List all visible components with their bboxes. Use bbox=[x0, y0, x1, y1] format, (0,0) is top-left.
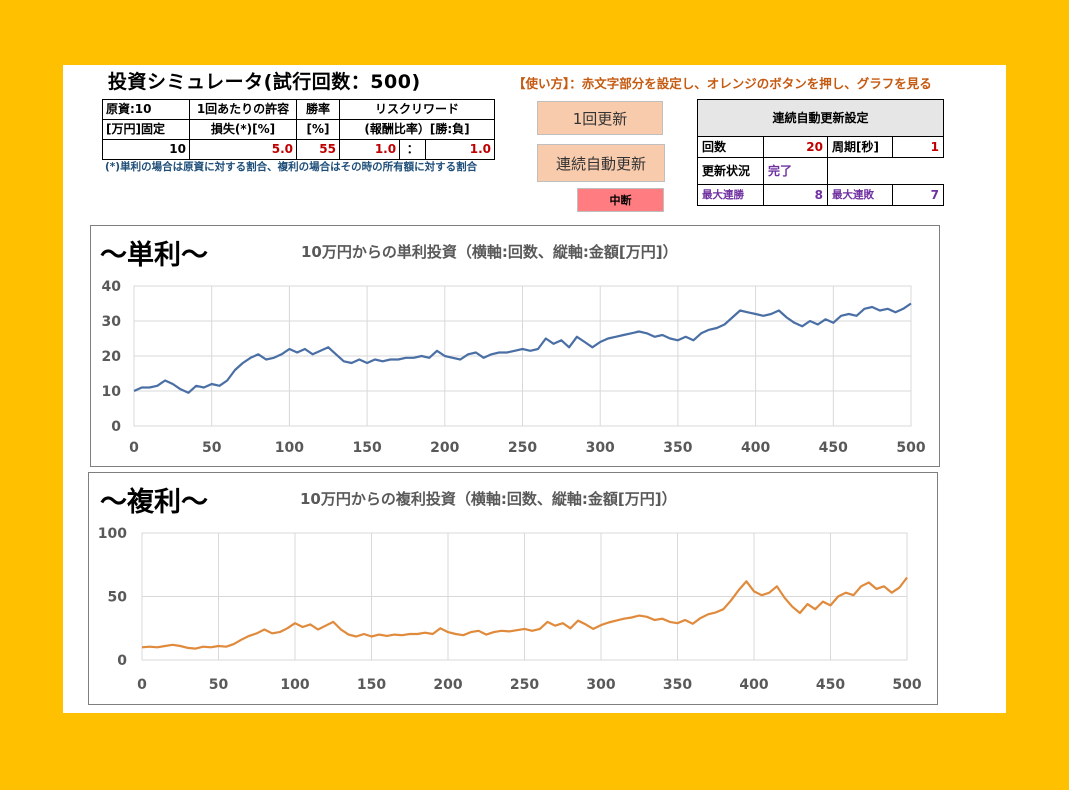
risk-input[interactable]: 1.0 bbox=[425, 139, 495, 160]
simple-interest-heading: ～単利～ bbox=[100, 240, 208, 271]
max-win-streak-label: 最大連勝 bbox=[697, 184, 764, 206]
status-value: 完了 bbox=[763, 157, 828, 185]
simple-y-tick-label: 0 bbox=[111, 419, 121, 435]
compound-x-tick-label: 300 bbox=[586, 677, 615, 693]
compound-x-tick-label: 400 bbox=[739, 677, 768, 693]
loss-input[interactable]: 5.0 bbox=[189, 139, 297, 160]
simple-y-tick-label: 10 bbox=[102, 384, 122, 400]
page-title: 投資シミュレータ(試行回数：500) bbox=[108, 71, 421, 93]
spreadsheet-sheet: 投資シミュレータ(試行回数：500) 【使い方】：赤文字部分を設定し、オレンジの… bbox=[63, 65, 1006, 713]
max-win-streak-value: 8 bbox=[763, 184, 828, 206]
ratio-separator: ： bbox=[399, 139, 427, 160]
period-label: 周期[秒] bbox=[827, 136, 893, 158]
winrate-header: 勝率 bbox=[296, 99, 340, 120]
simple-x-tick-label: 50 bbox=[202, 440, 222, 456]
compound-interest-heading: ～複利～ bbox=[100, 487, 208, 518]
compound-interest-chart-panel[interactable]: ～複利～ 10万円からの複利投資（横軸:回数、縦軸:金額[万円]） 0 50 100… bbox=[88, 472, 938, 705]
simple-x-tick-label: 450 bbox=[819, 440, 848, 456]
simple-x-tick-label: 200 bbox=[430, 440, 459, 456]
auto-update-button[interactable]: 連続自動更新 bbox=[537, 144, 665, 182]
footnote: (*)単利の場合は原資に対する割合、複利の場合はその時の所有額に対する割合 bbox=[105, 161, 478, 173]
compound-x-tick-label: 0 bbox=[137, 677, 147, 693]
compound-y-tick-label: 0 bbox=[117, 653, 127, 669]
compound-x-tick-label: 200 bbox=[433, 677, 462, 693]
max-loss-streak-value: 7 bbox=[892, 184, 944, 206]
instructions-text: 【使い方】：赤文字部分を設定し、オレンジのボタンを押し、グラフを見る bbox=[513, 76, 932, 91]
simple-x-tick-label: 350 bbox=[663, 440, 692, 456]
reward-input[interactable]: 1.0 bbox=[338, 139, 401, 160]
winrate-input[interactable]: 55 bbox=[296, 139, 340, 160]
count-input[interactable]: 20 bbox=[763, 136, 828, 158]
simple-y-tick-label: 40 bbox=[102, 279, 122, 295]
simple-series-line bbox=[133, 302, 912, 394]
capital-unit: [万円]固定 bbox=[102, 119, 190, 140]
simple-x-tick-label: 100 bbox=[275, 440, 304, 456]
simple-y-tick-label: 30 bbox=[102, 314, 122, 330]
compound-x-tick-label: 450 bbox=[816, 677, 845, 693]
simple-x-tick-label: 500 bbox=[896, 440, 925, 456]
stop-button[interactable]: 中断 bbox=[577, 188, 664, 212]
simple-interest-chart-panel[interactable]: ～単利～ 10万円からの単利投資（横軸:回数、縦軸:金額[万円]） 0 50 100… bbox=[90, 225, 940, 467]
auto-settings-header: 連続自動更新設定 bbox=[697, 99, 944, 137]
update-once-button[interactable]: 1回更新 bbox=[537, 101, 663, 135]
simple-x-tick-label: 250 bbox=[508, 440, 537, 456]
riskreward-unit: (報酬比率）[勝:負] bbox=[339, 119, 495, 140]
loss-header: 1回あたりの許容 bbox=[189, 99, 297, 120]
compound-x-tick-label: 500 bbox=[892, 677, 921, 693]
parameters-table: 原資:10 1回あたりの許容 勝率 リスクリワード [万円]固定 損失(*)[%… bbox=[102, 99, 495, 160]
max-loss-streak-label: 最大連敗 bbox=[827, 184, 893, 206]
compound-interest-chart: 0 50 100 150 200 250 300 350 400 450 500 0 50 100 bbox=[98, 526, 922, 693]
simple-y-tick-label: 20 bbox=[102, 349, 122, 365]
compound-x-tick-label: 150 bbox=[357, 677, 386, 693]
compound-y-tick-label: 50 bbox=[108, 590, 128, 606]
winrate-unit: [%] bbox=[296, 119, 340, 140]
compound-x-tick-label: 50 bbox=[209, 677, 229, 693]
auto-update-settings-table: 連続自動更新設定 回数 20 周期[秒] 1 更新状況 完了 最大連勝 8 最大… bbox=[697, 99, 944, 206]
status-label: 更新状況 bbox=[697, 157, 764, 185]
loss-unit: 損失(*)[%] bbox=[189, 119, 297, 140]
capital-value: 10 bbox=[102, 139, 190, 160]
compound-series-line bbox=[141, 576, 908, 650]
simple-x-tick-label: 300 bbox=[586, 440, 615, 456]
count-label: 回数 bbox=[697, 136, 764, 158]
riskreward-header: リスクリワード bbox=[339, 99, 495, 120]
simple-interest-chart-title: 10万円からの単利投資（横軸:回数、縦軸:金額[万円]） bbox=[301, 243, 678, 261]
capital-header: 原資:10 bbox=[102, 99, 190, 120]
compound-y-tick-label: 100 bbox=[98, 526, 127, 542]
simple-interest-chart: 0 50 100 150 200 250 300 350 400 450 500 0 10 20 30 40 bbox=[102, 279, 926, 456]
compound-interest-chart-title: 10万円からの複利投資（横軸:回数、縦軸:金額[万円]） bbox=[300, 490, 677, 508]
simple-x-tick-label: 0 bbox=[129, 440, 139, 456]
simple-x-tick-label: 400 bbox=[741, 440, 770, 456]
period-input[interactable]: 1 bbox=[892, 136, 944, 158]
compound-x-tick-label: 350 bbox=[663, 677, 692, 693]
compound-x-tick-label: 250 bbox=[510, 677, 539, 693]
compound-x-tick-label: 100 bbox=[280, 677, 309, 693]
simple-x-tick-label: 150 bbox=[352, 440, 381, 456]
